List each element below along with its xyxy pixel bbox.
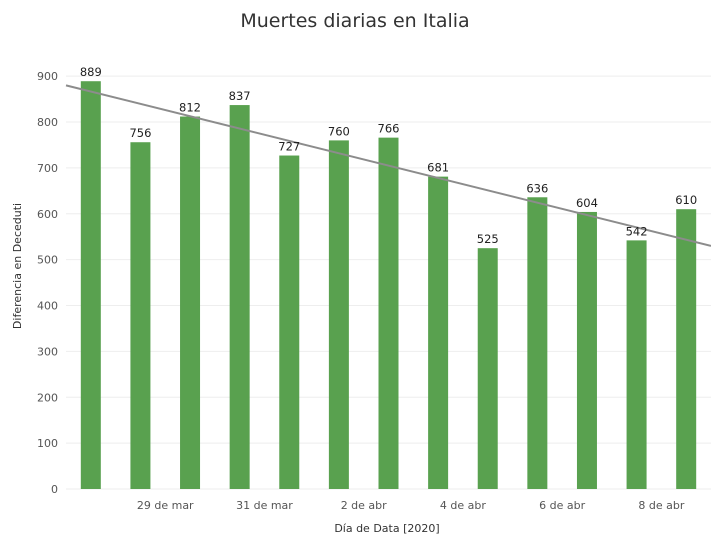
data-label: 542 <box>626 224 648 238</box>
x-tick-label: 6 de abr <box>539 499 585 512</box>
data-label: 760 <box>328 124 350 138</box>
x-axis-label: Día de Data [2020] <box>334 522 439 535</box>
bar <box>80 81 101 489</box>
y-tick-label: 400 <box>37 300 58 313</box>
data-label: 636 <box>526 181 548 195</box>
data-label: 756 <box>129 126 151 140</box>
y-axis-ticks: 0 100 200 300 400 500 600 700 800 900 <box>37 70 58 496</box>
data-labels: 889 756 812 837 727 760 766 681 525 636 604 542 610 <box>80 65 697 246</box>
chart-title: Muertes diarias en Italia <box>240 10 469 32</box>
y-tick-label: 0 <box>51 483 58 496</box>
y-axis-label: Diferencia en Deceduti <box>11 203 24 329</box>
bar <box>378 137 399 489</box>
data-label: 610 <box>675 193 697 207</box>
x-tick-label: 29 de mar <box>137 499 194 512</box>
x-tick-label: 31 de mar <box>236 499 293 512</box>
data-label: 525 <box>477 232 499 246</box>
y-tick-label: 900 <box>37 70 58 83</box>
y-tick-label: 300 <box>37 345 58 358</box>
data-label: 837 <box>229 89 251 103</box>
data-label: 727 <box>278 140 300 154</box>
data-label: 812 <box>179 101 201 115</box>
x-tick-label: 8 de abr <box>638 499 684 512</box>
x-tick-label: 2 de abr <box>341 499 387 512</box>
data-label: 604 <box>576 196 598 210</box>
trend-line <box>65 84 711 247</box>
bar <box>527 197 548 490</box>
y-tick-label: 700 <box>37 162 58 175</box>
bar <box>130 142 151 490</box>
y-tick-label: 200 <box>37 391 58 404</box>
bar <box>328 140 349 489</box>
y-tick-label: 100 <box>37 437 58 450</box>
x-axis-ticks: 29 de mar 31 de mar 2 de abr 4 de abr 6 de a… <box>137 499 685 512</box>
bar <box>279 155 300 490</box>
bar <box>676 209 697 489</box>
bar <box>180 116 201 490</box>
bar <box>229 105 250 489</box>
data-label: 681 <box>427 161 449 175</box>
trend-line-group <box>65 84 711 247</box>
data-label: 889 <box>80 65 102 79</box>
x-tick-label: 4 de abr <box>440 499 486 512</box>
y-tick-label: 500 <box>37 254 58 267</box>
bar <box>477 248 498 489</box>
bars <box>80 81 697 490</box>
bar <box>576 211 597 490</box>
data-label: 766 <box>378 122 400 136</box>
y-tick-label: 800 <box>37 116 58 129</box>
y-tick-label: 600 <box>37 208 58 221</box>
bar <box>626 240 647 489</box>
bar <box>428 176 449 489</box>
